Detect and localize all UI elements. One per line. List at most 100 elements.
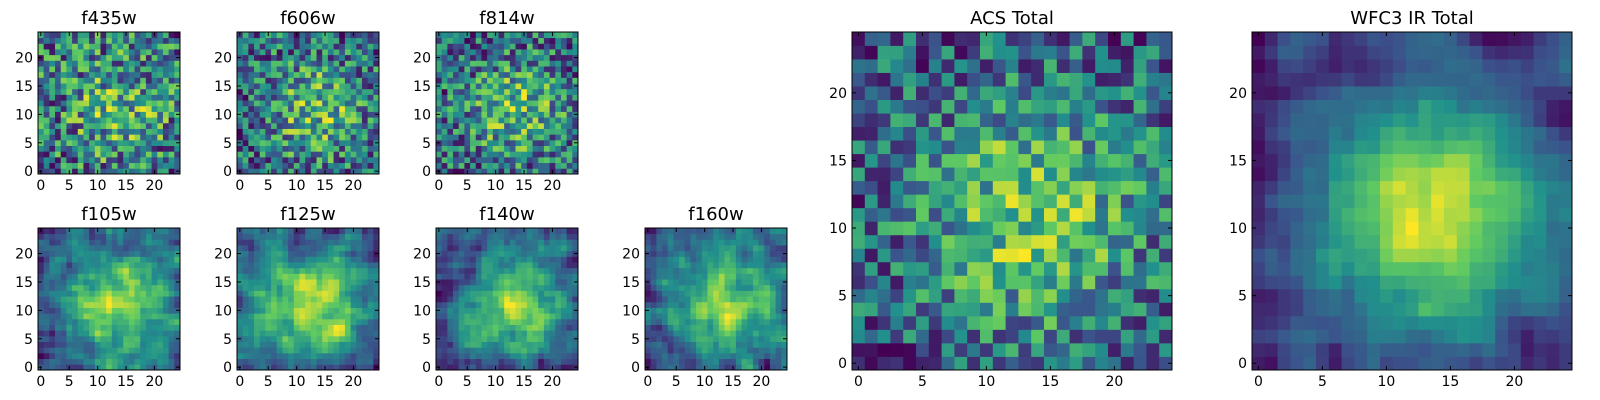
heatmap-cell bbox=[707, 335, 714, 342]
heatmap-cell bbox=[111, 100, 118, 107]
heatmap-cell bbox=[128, 267, 135, 274]
heatmap-cell bbox=[538, 105, 545, 112]
heatmap-cell bbox=[151, 352, 158, 360]
heatmap-cell bbox=[367, 156, 374, 164]
heatmap-cell bbox=[373, 347, 380, 354]
heatmap-cell bbox=[916, 207, 930, 222]
heatmap-cell bbox=[543, 341, 550, 348]
heatmap-cell bbox=[526, 358, 533, 365]
heatmap-cell bbox=[356, 228, 363, 235]
heatmap-cell bbox=[555, 358, 562, 365]
heatmap-cell bbox=[333, 273, 340, 280]
heatmap-cell bbox=[775, 250, 782, 257]
heatmap-cell bbox=[735, 267, 742, 274]
heatmap-cell bbox=[111, 156, 118, 164]
heatmap-cell bbox=[94, 267, 101, 274]
heatmap-cell bbox=[151, 54, 158, 61]
heatmap-cell bbox=[367, 88, 374, 95]
heatmap-cell bbox=[504, 128, 511, 135]
heatmap-cell bbox=[532, 290, 539, 297]
heatmap-cell bbox=[758, 341, 765, 348]
heatmap-cell bbox=[237, 145, 244, 152]
heatmap-cell bbox=[327, 134, 334, 141]
heatmap-cell bbox=[538, 151, 545, 158]
heatmap-cell bbox=[475, 358, 482, 365]
heatmap-cell bbox=[735, 228, 742, 235]
heatmap-cell bbox=[293, 151, 300, 158]
heatmap-cell bbox=[769, 290, 777, 297]
heatmap-cell bbox=[151, 341, 158, 348]
heatmap-cell bbox=[673, 335, 680, 342]
heatmap-cell bbox=[696, 347, 703, 354]
heatmap-cell bbox=[730, 262, 737, 269]
heatmap-cell bbox=[117, 301, 124, 308]
heatmap-cell bbox=[157, 83, 164, 90]
heatmap-cell bbox=[481, 284, 488, 291]
heatmap-cell bbox=[526, 66, 533, 73]
heatmap-cell bbox=[49, 168, 56, 175]
heatmap-cell bbox=[538, 290, 545, 297]
heatmap-cell bbox=[764, 313, 771, 320]
heatmap-cell bbox=[162, 117, 170, 124]
heatmap-cell bbox=[373, 262, 380, 269]
heatmap-cell bbox=[327, 168, 334, 175]
heatmap-cell bbox=[436, 134, 443, 141]
heatmap-cell bbox=[532, 49, 539, 56]
heatmap-cell bbox=[758, 318, 765, 325]
heatmap-cell bbox=[327, 273, 334, 280]
heatmap-cell bbox=[992, 315, 1006, 330]
heatmap-cell bbox=[747, 250, 754, 257]
heatmap-cell bbox=[701, 318, 708, 325]
heatmap-cell bbox=[447, 267, 454, 274]
title-f125w: f125w bbox=[280, 204, 335, 225]
heatmap-cell bbox=[747, 330, 754, 337]
heatmap-cell bbox=[123, 239, 130, 246]
heatmap-cell bbox=[134, 250, 141, 257]
heatmap-cell bbox=[526, 128, 533, 135]
heatmap-cell bbox=[1146, 180, 1160, 195]
heatmap-cell bbox=[157, 262, 164, 269]
heatmap-cell bbox=[481, 139, 488, 146]
heatmap-cell bbox=[140, 77, 147, 84]
heatmap-cell bbox=[980, 248, 994, 263]
heatmap-cell bbox=[458, 49, 465, 56]
heatmap-cell bbox=[259, 256, 266, 263]
heatmap-cell bbox=[60, 256, 67, 263]
heatmap-cell bbox=[55, 318, 62, 325]
heatmap-cell bbox=[43, 313, 50, 320]
heatmap-cell bbox=[532, 122, 539, 129]
heatmap-cell bbox=[769, 352, 777, 360]
heatmap-cell bbox=[572, 122, 579, 129]
heatmap-cell bbox=[339, 43, 346, 50]
heatmap-cell bbox=[441, 156, 448, 164]
heatmap-cell bbox=[566, 162, 573, 169]
heatmap-cell bbox=[111, 290, 118, 297]
heatmap-cell bbox=[566, 60, 573, 67]
heatmap-cell bbox=[333, 162, 340, 169]
heatmap-cell bbox=[1044, 275, 1058, 290]
heatmap-cell bbox=[322, 233, 329, 240]
heatmap-cell bbox=[572, 37, 579, 44]
heatmap-cell bbox=[707, 301, 714, 308]
heatmap-cell bbox=[157, 233, 164, 240]
heatmap-cell bbox=[60, 330, 67, 337]
heatmap-cell bbox=[441, 267, 448, 274]
heatmap-cell bbox=[752, 313, 759, 320]
heatmap-cell bbox=[106, 105, 113, 112]
heatmap-cell bbox=[361, 94, 369, 101]
heatmap-cell bbox=[1082, 167, 1096, 182]
heatmap-cell bbox=[254, 256, 261, 263]
heatmap-cell bbox=[123, 162, 130, 169]
heatmap-cell bbox=[305, 105, 312, 112]
heatmap-cell bbox=[339, 151, 346, 158]
heatmap-cell bbox=[730, 301, 737, 308]
heatmap-cell bbox=[1120, 342, 1134, 357]
heatmap-cell bbox=[356, 335, 363, 342]
heatmap-cell bbox=[259, 335, 266, 342]
heatmap-cell bbox=[237, 77, 244, 84]
heatmap-cell bbox=[128, 32, 135, 39]
heatmap-cell bbox=[271, 54, 278, 61]
heatmap-cell bbox=[157, 128, 164, 135]
heatmap-cell bbox=[89, 37, 96, 44]
heatmap-cell bbox=[111, 233, 118, 240]
